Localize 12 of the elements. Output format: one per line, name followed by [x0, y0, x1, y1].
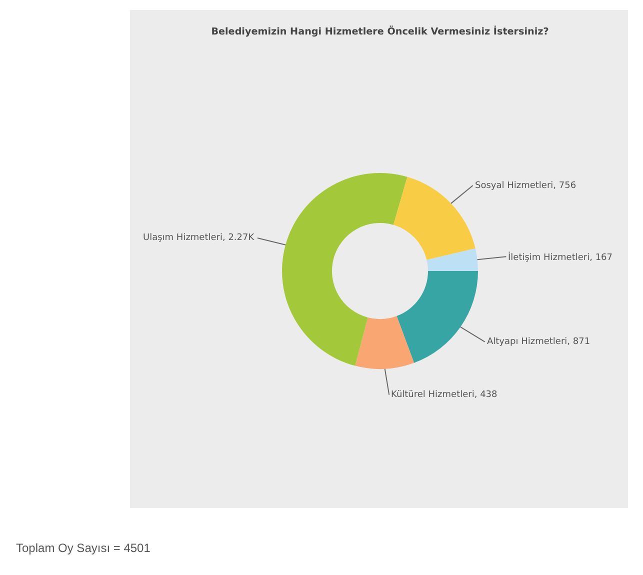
donut-slice [355, 316, 414, 369]
chart-title: Belediyemizin Hangi Hizmetlere Öncelik Vermesiniz İstersiniz? [211, 25, 549, 38]
donut-slice [396, 271, 478, 363]
slice-label: Kültürel Hizmetleri, 438 [391, 390, 498, 400]
text: Toplam Oy Sayısı = 4501 [16, 541, 151, 555]
slice-label: Altyapı Hizmetleri, 871 [487, 337, 590, 347]
donut-slice [426, 248, 478, 271]
slice-label: Sosyal Hizmetleri, 756 [475, 181, 576, 191]
slice-label: İletişim Hizmetleri, 167 [508, 251, 613, 263]
donut-slice [282, 173, 408, 366]
slice-label: Ulaşım Hizmetleri, 2.27K [143, 233, 256, 243]
donut-slice [393, 176, 476, 260]
